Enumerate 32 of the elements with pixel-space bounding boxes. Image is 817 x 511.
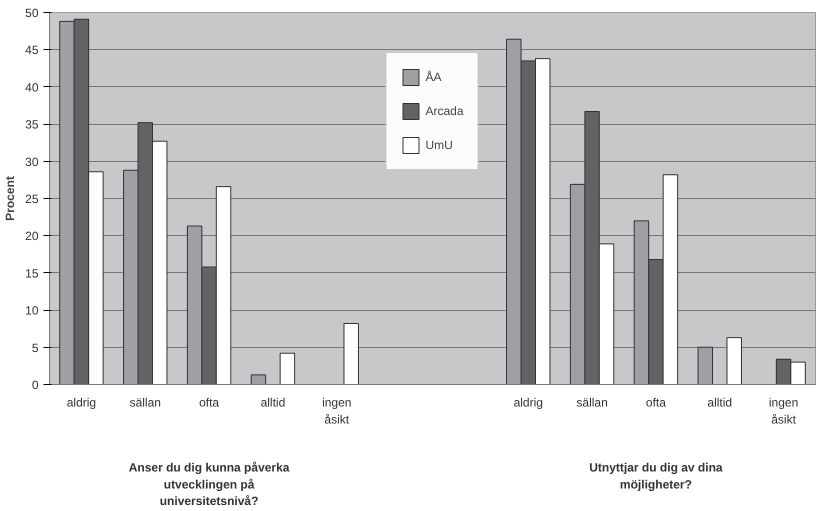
text: Anser du dig kunna påverka utvecklingen på universitetsnivå?: [128, 460, 290, 508]
x-tick-label: ingen åsikt: [322, 396, 352, 426]
x-tick-label: sällan: [130, 396, 161, 410]
legend-label: Arcada: [425, 104, 464, 118]
bar: [250, 374, 266, 384]
bar: [343, 322, 359, 384]
x-tick-label: alltid: [707, 396, 732, 410]
y-tick-label: 25: [25, 192, 39, 206]
y-tick-label: 15: [25, 266, 39, 280]
bar: [280, 352, 296, 384]
bar: [726, 337, 742, 384]
legend-label: ÅA: [425, 70, 442, 84]
x-tick-label: alltid: [260, 396, 286, 410]
bar: [698, 346, 714, 384]
y-tick-label: 50: [25, 6, 39, 20]
y-tick-label: 5: [32, 340, 39, 355]
text: Utnyttjar du dig av dina möjligheter?: [589, 460, 723, 492]
y-axis-title: Procent: [3, 176, 18, 221]
x-tick-label: ingen åsikt: [768, 396, 798, 426]
y-tick-label: 10: [25, 304, 39, 318]
y-tick-label: 0: [32, 378, 39, 392]
x-tick-label: ofta: [646, 396, 666, 410]
x-tick-label: sällan: [576, 396, 608, 410]
y-tick-label: 30: [25, 154, 39, 169]
y-tick-label: 45: [25, 43, 39, 58]
x-tick-label: aldrig: [66, 396, 96, 410]
y-tick-label: 35: [25, 118, 39, 132]
x-tick-label: aldrig: [514, 396, 543, 410]
y-tick-label: 20: [25, 229, 39, 244]
x-tick-label: ofta: [199, 396, 220, 410]
legend-label: UmU: [425, 138, 453, 152]
y-tick-label: 40: [25, 80, 39, 94]
